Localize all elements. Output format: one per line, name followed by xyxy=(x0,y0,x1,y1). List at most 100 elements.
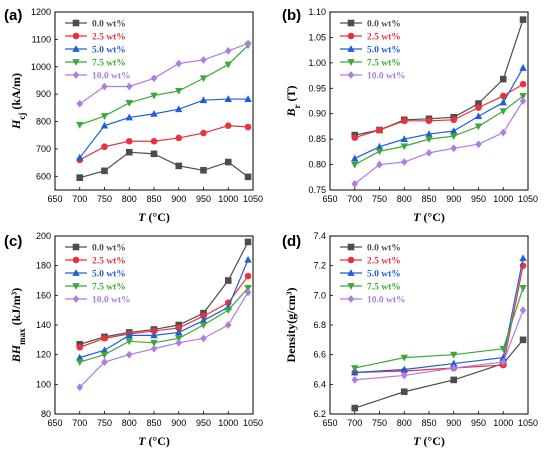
series-0-0-wt- xyxy=(76,238,252,348)
data-point xyxy=(244,123,252,131)
data-point xyxy=(400,117,408,125)
data-point xyxy=(351,365,359,372)
data-point xyxy=(425,136,433,144)
y-tick-label: 900 xyxy=(36,89,51,99)
data-point xyxy=(450,364,458,372)
data-point xyxy=(474,123,483,131)
x-tick-label: 950 xyxy=(471,194,486,204)
data-point xyxy=(244,272,252,280)
series-7-5-wt- xyxy=(351,285,527,372)
series-5-0-wt- xyxy=(76,95,252,161)
series-line xyxy=(79,287,249,363)
panel-label: (a) xyxy=(4,7,22,24)
legend-marker xyxy=(347,45,355,52)
data-point xyxy=(244,238,252,246)
legend-marker xyxy=(72,256,80,264)
data-point xyxy=(224,158,232,166)
legend-marker xyxy=(347,71,355,79)
data-point xyxy=(224,277,232,284)
legend-marker xyxy=(72,243,80,251)
data-point xyxy=(475,104,482,111)
y-tick-label: 6.6 xyxy=(313,350,326,360)
y-tick-label: 1200 xyxy=(31,7,51,17)
legend-label: 0.0 wt% xyxy=(92,19,126,29)
x-axis-title: T (°C) xyxy=(138,210,170,224)
series-5-0-wt- xyxy=(351,254,527,376)
y-tick-label: 1100 xyxy=(32,34,51,44)
data-point xyxy=(519,93,527,100)
plot-frame xyxy=(329,235,529,415)
data-point xyxy=(224,61,232,69)
y-tick-label: 120 xyxy=(36,350,51,360)
x-tick-label: 1050 xyxy=(518,418,538,428)
data-point xyxy=(475,140,482,149)
y-tick-label: 6.2 xyxy=(313,409,326,419)
legend-marker xyxy=(72,295,80,303)
data-point xyxy=(200,166,207,174)
x-tick-label: 800 xyxy=(397,418,412,428)
data-point xyxy=(150,327,158,335)
data-point xyxy=(244,285,252,292)
series-line xyxy=(79,42,249,105)
data-point xyxy=(76,99,84,108)
legend-label: 2.5 wt% xyxy=(367,256,401,266)
data-point xyxy=(224,321,232,329)
data-point xyxy=(224,122,232,129)
legend: 0.0 wt% 2.5 wt% 5.0 wt% 7.5 wt% 10.0 wt% xyxy=(340,19,406,81)
series-line xyxy=(79,44,249,126)
y-tick-label: 0.95 xyxy=(308,83,326,93)
series-line xyxy=(354,95,524,166)
y-axis-title: Br (T) xyxy=(284,85,302,117)
panel-label: (d) xyxy=(282,233,301,250)
x-tick-label: 900 xyxy=(446,194,461,204)
data-point xyxy=(450,351,458,359)
legend: 0.0 wt% 2.5 wt% 5.0 wt% 7.5 wt% 10.0 wt% xyxy=(340,243,406,305)
data-point xyxy=(400,135,408,143)
data-point xyxy=(244,255,252,263)
x-tick-label: 950 xyxy=(196,194,211,204)
legend-marker xyxy=(347,256,355,264)
data-point xyxy=(519,16,527,23)
data-point xyxy=(199,96,208,104)
legend-label: 5.0 wt% xyxy=(92,45,126,55)
y-tick-label: 100 xyxy=(36,379,51,389)
data-point xyxy=(150,137,158,145)
series-line xyxy=(354,339,524,409)
series-10-0-wt- xyxy=(351,306,527,384)
x-tick-label: 900 xyxy=(171,418,186,428)
legend-label: 10.0 wt% xyxy=(92,295,131,305)
x-tick-label: 750 xyxy=(97,194,112,204)
legend-marker xyxy=(72,45,80,52)
data-point xyxy=(400,158,408,166)
data-point xyxy=(244,173,252,181)
data-point xyxy=(101,358,108,366)
data-point xyxy=(76,359,84,366)
data-point xyxy=(76,153,84,161)
data-point xyxy=(200,56,207,64)
data-point xyxy=(199,316,208,324)
data-point xyxy=(351,179,359,188)
data-point xyxy=(224,307,232,315)
data-point xyxy=(519,306,527,315)
data-point xyxy=(376,160,383,169)
data-point xyxy=(175,338,183,347)
chart-panel-4: (d) 650 700 750 800 850 900 950 1000 1050 6.2 6.4 6.… xyxy=(282,231,538,448)
series-line xyxy=(354,100,524,185)
legend: 0.0 wt% 2.5 wt% 5.0 wt% 7.5 wt% 10.0 wt% xyxy=(65,19,131,81)
data-point xyxy=(224,95,232,102)
data-point xyxy=(474,112,483,120)
x-axis-title: T (°C) xyxy=(413,434,445,448)
data-point xyxy=(519,254,527,262)
data-point xyxy=(244,288,252,297)
y-tick-label: 140 xyxy=(36,320,51,330)
data-point xyxy=(450,359,458,367)
data-point xyxy=(175,134,183,142)
data-point xyxy=(101,335,108,342)
data-point xyxy=(519,80,527,88)
legend-label: 10.0 wt% xyxy=(367,295,406,305)
y-tick-label: 1.05 xyxy=(308,32,326,42)
data-point xyxy=(175,162,183,170)
x-tick-label: 750 xyxy=(97,418,112,428)
x-tick-label: 700 xyxy=(72,418,87,428)
x-tick-label: 700 xyxy=(347,194,362,204)
